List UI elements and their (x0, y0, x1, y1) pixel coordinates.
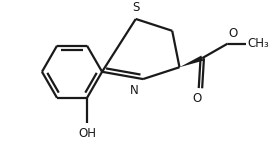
Text: OH: OH (78, 127, 96, 140)
Text: O: O (192, 92, 201, 105)
Text: S: S (132, 1, 139, 14)
Text: N: N (130, 84, 138, 97)
Text: O: O (229, 27, 238, 40)
Text: CH₃: CH₃ (248, 37, 270, 50)
Polygon shape (179, 56, 203, 67)
